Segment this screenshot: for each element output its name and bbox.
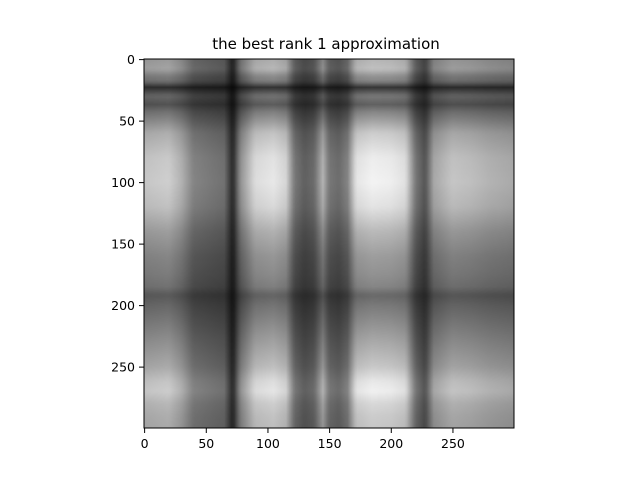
y-axis: 0 50 100 150 200 250 (111, 52, 144, 375)
x-tick-label: 200 (379, 436, 403, 451)
y-tick-label: 150 (111, 237, 135, 252)
y-tick-label: 50 (119, 114, 135, 129)
x-tick-label: 150 (318, 436, 342, 451)
x-tick-label: 0 (141, 436, 149, 451)
chart-title: the best rank 1 approximation (212, 35, 440, 53)
x-tick-label: 250 (441, 436, 465, 451)
heatmap-image (144, 59, 514, 428)
plot-area (143, 58, 515, 429)
y-tick-label: 0 (127, 52, 135, 67)
y-tick-label: 250 (111, 360, 135, 375)
x-tick-label: 100 (256, 436, 280, 451)
axes-frame (143, 58, 515, 429)
y-tick-label: 100 (111, 175, 135, 190)
y-tick-label: 200 (111, 298, 135, 313)
heatmap-raster (144, 59, 514, 428)
x-axis: 0 50 100 150 200 250 (141, 428, 465, 451)
x-tick-label: 50 (198, 436, 214, 451)
